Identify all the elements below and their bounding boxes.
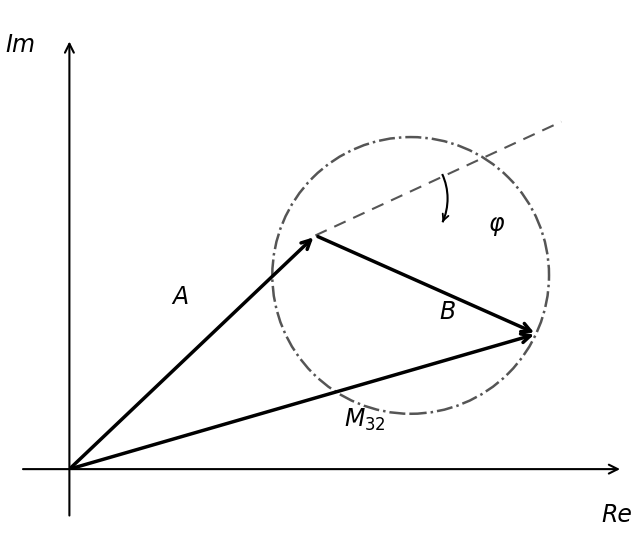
Text: $\varphi$: $\varphi$	[488, 214, 506, 238]
Text: Im: Im	[6, 33, 36, 57]
Text: B: B	[439, 300, 455, 324]
Text: Re: Re	[601, 503, 632, 527]
Text: A: A	[172, 285, 188, 309]
Text: $M_{32}$: $M_{32}$	[343, 407, 385, 433]
